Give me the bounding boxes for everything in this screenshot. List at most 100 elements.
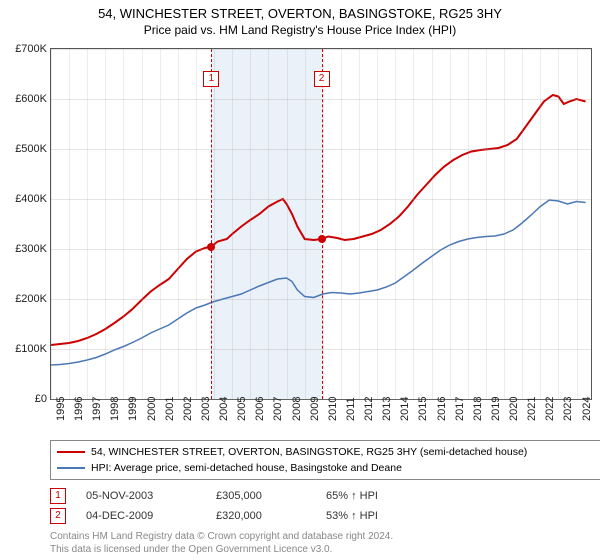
shaded-band-edge — [211, 49, 212, 399]
grid-line-v — [323, 49, 324, 399]
y-axis-label: £200K — [3, 293, 47, 305]
x-axis-label: 2021 — [526, 397, 538, 421]
legend-item-property: 54, WINCHESTER STREET, OVERTON, BASINGST… — [57, 444, 595, 460]
x-axis-label: 2016 — [436, 397, 448, 421]
grid-line-h — [51, 99, 591, 100]
legend-item-hpi: HPI: Average price, semi-detached house,… — [57, 460, 595, 476]
grid-line-v — [196, 49, 197, 399]
grid-line-v — [377, 49, 378, 399]
grid-line-v — [486, 49, 487, 399]
x-axis-label: 1996 — [73, 397, 85, 421]
x-axis-label: 2002 — [182, 397, 194, 421]
x-axis-label: 2018 — [472, 397, 484, 421]
legend: 54, WINCHESTER STREET, OVERTON, BASINGST… — [50, 440, 600, 480]
title-sub: Price paid vs. HM Land Registry's House … — [0, 23, 600, 37]
transaction-price: £320,000 — [216, 510, 326, 522]
x-axis-label: 1998 — [109, 397, 121, 421]
grid-line-v — [395, 49, 396, 399]
footer-attribution: Contains HM Land Registry data © Crown c… — [50, 530, 393, 556]
y-axis-label: £0 — [3, 393, 47, 405]
grid-line-h — [51, 49, 591, 50]
grid-line-v — [287, 49, 288, 399]
x-axis-label: 2009 — [309, 397, 321, 421]
legend-label-hpi: HPI: Average price, semi-detached house,… — [91, 460, 402, 476]
grid-line-v — [468, 49, 469, 399]
grid-line-v — [69, 49, 70, 399]
grid-line-v — [504, 49, 505, 399]
x-axis-label: 2000 — [146, 397, 158, 421]
x-axis-label: 1995 — [55, 397, 67, 421]
grid-line-h — [51, 299, 591, 300]
event-marker-box: 1 — [203, 71, 219, 87]
grid-line-v — [178, 49, 179, 399]
grid-line-h — [51, 249, 591, 250]
chart-titles: 54, WINCHESTER STREET, OVERTON, BASINGST… — [0, 0, 600, 37]
x-axis-label: 2008 — [291, 397, 303, 421]
x-axis-label: 2003 — [200, 397, 212, 421]
grid-line-v — [341, 49, 342, 399]
data-point-marker — [207, 243, 215, 251]
grid-line-v — [250, 49, 251, 399]
transaction-row: 1 05-NOV-2003 £305,000 65% ↑ HPI — [50, 486, 590, 506]
transaction-row: 2 04-DEC-2009 £320,000 53% ↑ HPI — [50, 506, 590, 526]
grid-line-v — [450, 49, 451, 399]
legend-swatch-hpi — [57, 467, 85, 469]
transactions-table: 1 05-NOV-2003 £305,000 65% ↑ HPI 2 04-DE… — [50, 486, 590, 526]
transaction-price: £305,000 — [216, 490, 326, 502]
grid-line-v — [305, 49, 306, 399]
grid-line-v — [123, 49, 124, 399]
x-axis-label: 2010 — [327, 397, 339, 421]
x-axis-label: 2011 — [345, 397, 357, 421]
price-chart: £0£100K£200K£300K£400K£500K£600K£700K199… — [50, 48, 592, 400]
legend-label-property: 54, WINCHESTER STREET, OVERTON, BASINGST… — [91, 444, 527, 460]
grid-line-v — [540, 49, 541, 399]
grid-line-v — [87, 49, 88, 399]
transaction-date: 05-NOV-2003 — [86, 490, 216, 502]
grid-line-v — [522, 49, 523, 399]
x-axis-label: 2012 — [363, 397, 375, 421]
transaction-pct: 53% ↑ HPI — [326, 510, 436, 522]
x-axis-label: 2017 — [454, 397, 466, 421]
x-axis-label: 2005 — [236, 397, 248, 421]
event-marker-box: 2 — [314, 71, 330, 87]
x-axis-label: 2007 — [272, 397, 284, 421]
series-line-property_price — [51, 95, 586, 345]
grid-line-v — [432, 49, 433, 399]
grid-line-v — [214, 49, 215, 399]
footer-line1: Contains HM Land Registry data © Crown c… — [50, 530, 393, 543]
grid-line-h — [51, 149, 591, 150]
footer-line2: This data is licensed under the Open Gov… — [50, 543, 393, 556]
legend-swatch-property — [57, 451, 85, 453]
grid-line-h — [51, 349, 591, 350]
x-axis-label: 2023 — [562, 397, 574, 421]
grid-line-v — [142, 49, 143, 399]
y-axis-label: £100K — [3, 343, 47, 355]
transaction-marker: 1 — [50, 488, 66, 504]
grid-line-v — [51, 49, 52, 399]
transaction-date: 04-DEC-2009 — [86, 510, 216, 522]
grid-line-v — [359, 49, 360, 399]
y-axis-label: £600K — [3, 93, 47, 105]
transaction-pct: 65% ↑ HPI — [326, 490, 436, 502]
transaction-marker: 2 — [50, 508, 66, 524]
grid-line-v — [105, 49, 106, 399]
grid-line-v — [160, 49, 161, 399]
x-axis-label: 2015 — [417, 397, 429, 421]
grid-line-v — [577, 49, 578, 399]
y-axis-label: £400K — [3, 193, 47, 205]
x-axis-label: 2013 — [381, 397, 393, 421]
x-axis-label: 2024 — [581, 397, 593, 421]
data-point-marker — [318, 235, 326, 243]
y-axis-label: £500K — [3, 143, 47, 155]
grid-line-v — [413, 49, 414, 399]
x-axis-label: 2001 — [164, 397, 176, 421]
title-main: 54, WINCHESTER STREET, OVERTON, BASINGST… — [0, 6, 600, 21]
grid-line-v — [558, 49, 559, 399]
grid-line-v — [268, 49, 269, 399]
x-axis-label: 2014 — [399, 397, 411, 421]
grid-line-v — [232, 49, 233, 399]
y-axis-label: £700K — [3, 43, 47, 55]
x-axis-label: 2020 — [508, 397, 520, 421]
y-axis-label: £300K — [3, 243, 47, 255]
x-axis-label: 1999 — [127, 397, 139, 421]
